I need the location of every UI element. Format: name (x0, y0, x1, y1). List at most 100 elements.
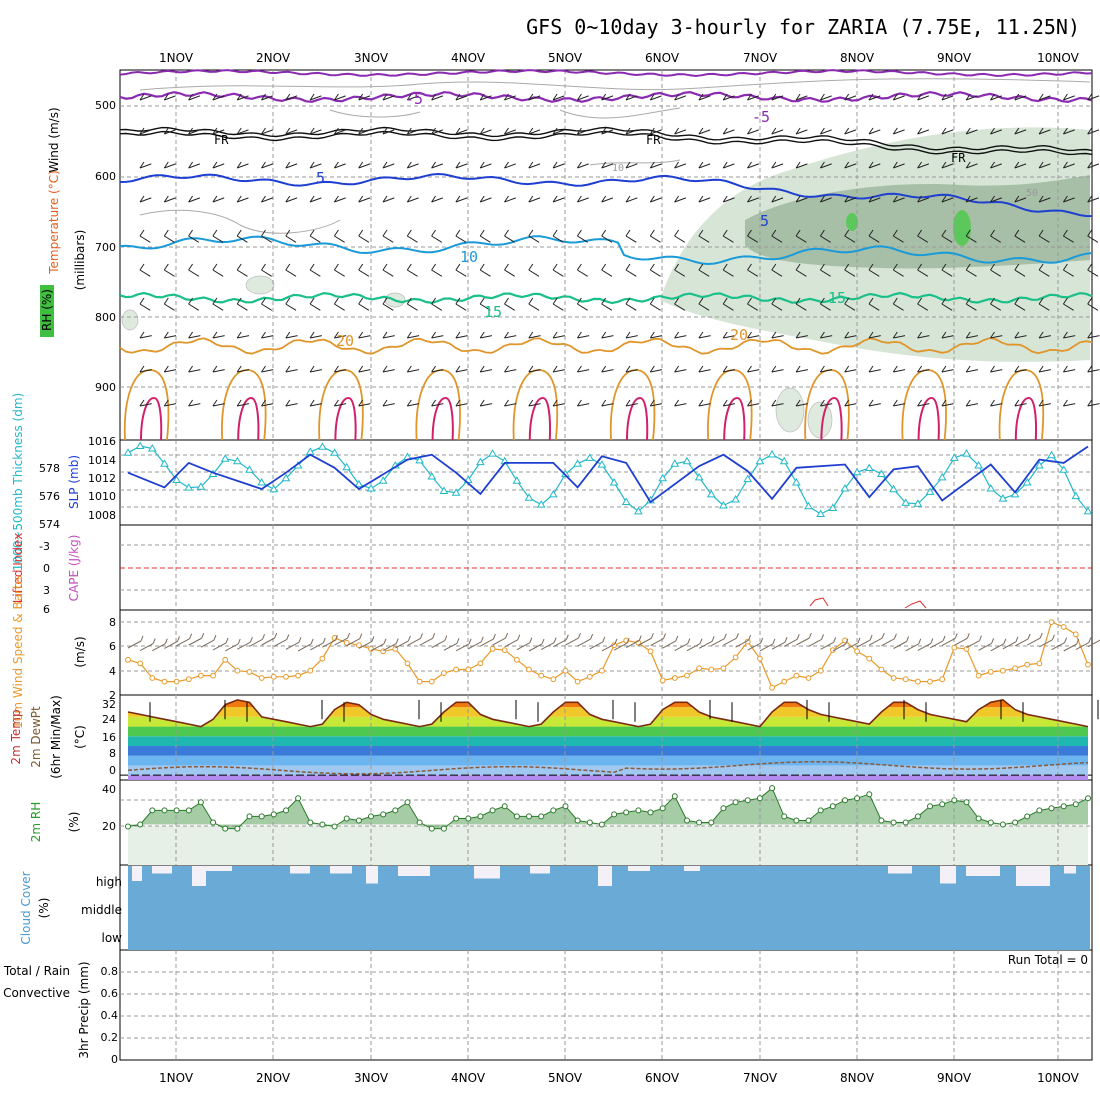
wind-barb-flag (358, 195, 364, 203)
wind-barb (528, 369, 541, 373)
wind-barb (990, 129, 1002, 135)
wind-barb-flag (406, 399, 412, 407)
wind-barb (1014, 197, 1027, 203)
wind-barb (164, 335, 177, 339)
rh2m-area (128, 788, 1088, 829)
wind-barb-flag (285, 161, 291, 169)
wind-barb-flag (261, 229, 266, 237)
wind-barb (261, 269, 272, 277)
wind-barb (358, 197, 371, 203)
wind-barb-flag (552, 263, 558, 271)
rh2m-point (149, 807, 156, 814)
wind-barb-flag (333, 229, 339, 237)
surface-wind-barb (881, 638, 895, 647)
wind-barb-flag (212, 365, 218, 373)
wind-barb (698, 163, 711, 169)
surface-wind-barb (455, 643, 470, 652)
wind-barb (358, 163, 371, 169)
wind-barb (139, 197, 152, 203)
precip-tick: 0.8 (101, 965, 119, 978)
surface-wind-barb-flag (262, 634, 265, 640)
wind10-point (210, 672, 217, 679)
surface-wind-barb (1087, 639, 1100, 648)
wind-barb-flag (285, 229, 291, 237)
wind-barb (698, 403, 711, 407)
run-total-label: Run Total = 0 (1008, 953, 1088, 967)
rh2m-point (939, 801, 946, 808)
wind-barb-flag (917, 399, 923, 407)
rh2m-point (1085, 795, 1091, 802)
temp2m-tick: 32 (102, 698, 116, 711)
surface-wind-barb (310, 642, 324, 651)
wind-barb (334, 369, 347, 373)
rh2m-point (902, 819, 909, 826)
wind-barb (407, 369, 420, 373)
wind-barb-flag (649, 399, 655, 407)
slp-point (257, 478, 267, 486)
surface-wind-barb (686, 643, 701, 652)
wind-barb (552, 163, 565, 169)
surface-wind-barb-flag (529, 637, 533, 643)
surface-wind-barb-flag (1076, 638, 1080, 645)
wind-barb-flag (771, 195, 777, 203)
wind-barb-flag (236, 127, 242, 135)
slp-point (476, 457, 485, 466)
wind-barb (674, 197, 687, 203)
wind10-point (769, 684, 775, 691)
wind-barb-flag (406, 161, 412, 169)
wind-barb-flag (601, 365, 607, 373)
surface-wind-barb (589, 641, 604, 650)
rh2m-point (1072, 801, 1079, 808)
slp-point (706, 489, 716, 498)
wind-barb (431, 95, 444, 101)
slp-tick: 1008 (88, 509, 116, 522)
contour-label: 10 (460, 248, 478, 266)
rh2m-point (1012, 819, 1019, 826)
slp-point (548, 489, 558, 498)
wind-barb (771, 163, 784, 169)
wind-barb-flag (455, 161, 461, 169)
wind-barb-flag (941, 161, 947, 169)
precip-tick: 0.2 (101, 1031, 119, 1044)
wind-barb-flag (1062, 93, 1068, 101)
wind-barb-flag (844, 229, 850, 237)
temp-contour-minus10 (119, 69, 1093, 78)
wind-barb (212, 95, 225, 101)
wind-barb-flag (212, 127, 218, 135)
surface-wind-barb (1063, 643, 1077, 652)
wind-barb (212, 235, 224, 243)
wind-barb (504, 303, 515, 311)
temp-color-band (128, 765, 1088, 776)
wind-barb-flag (1014, 297, 1020, 305)
wind-barb (431, 403, 444, 407)
surface-wind-barb (869, 637, 883, 646)
wind-barb-flag (795, 365, 801, 373)
wind-barb-flag (892, 297, 898, 305)
wind-barb-flag (333, 263, 339, 271)
temp-color-band (128, 755, 1088, 766)
wind-barb-flag (552, 399, 558, 407)
wind-barb (139, 403, 152, 407)
cloud-gap (330, 866, 352, 874)
wind-barb-flag (188, 93, 194, 101)
wind-barb (966, 95, 978, 101)
wind-barb-flag (722, 229, 728, 237)
surface-wind-barb-flag (906, 636, 910, 642)
surface-wind-barb (419, 637, 433, 646)
wind-barb-flag (674, 399, 680, 407)
wind-barb (650, 369, 663, 373)
wind-barb-flag (868, 161, 874, 169)
cloud-gap (888, 866, 912, 874)
wind-barb (674, 95, 687, 101)
rh-contour (329, 107, 681, 119)
wind-barb (990, 235, 1001, 243)
date-label: 9NOV (937, 51, 972, 65)
low-level-temp-contour-hot (723, 396, 746, 441)
wind-barb (601, 335, 614, 339)
surface-wind-barb-flag (1027, 633, 1031, 640)
wind-barb (553, 369, 565, 373)
rh2m-point (769, 785, 776, 792)
low-level-temp-contour-hot (820, 396, 843, 441)
wind-barb (868, 369, 881, 373)
wind-barb (771, 303, 783, 311)
